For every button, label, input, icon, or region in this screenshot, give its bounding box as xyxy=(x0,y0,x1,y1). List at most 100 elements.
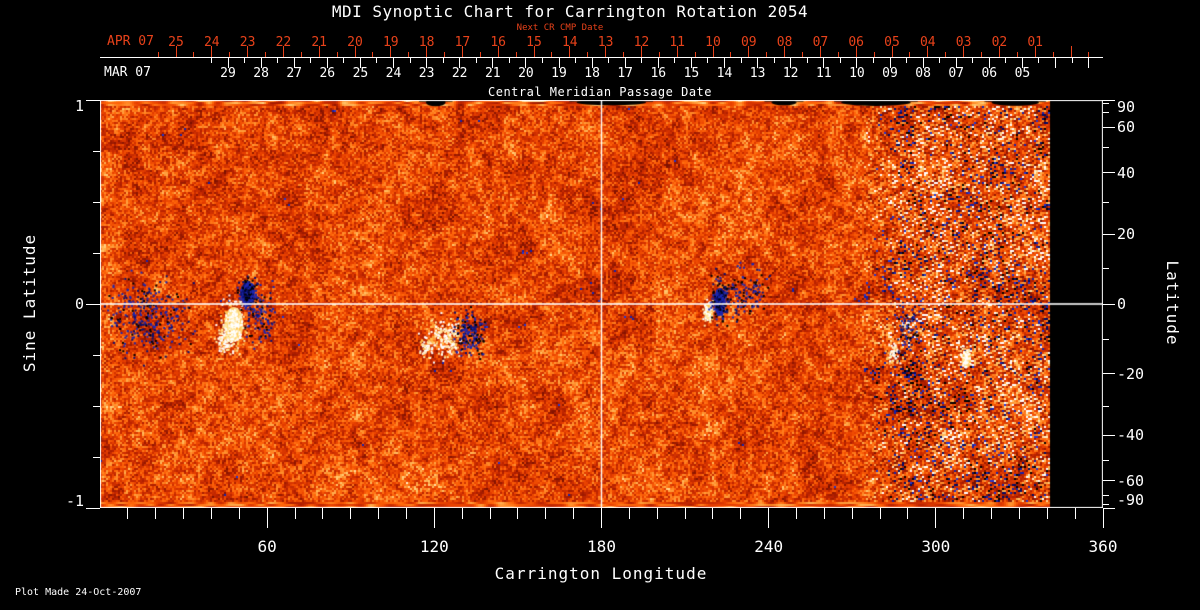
right-axis-minor-tick xyxy=(1103,111,1109,113)
cmp-date-minor-tick xyxy=(541,58,543,63)
cmp-date-tick xyxy=(591,58,593,68)
next-cr-date-tick xyxy=(390,46,392,57)
next-cr-date-tick xyxy=(605,46,607,57)
right-tick-label: -20 xyxy=(1117,364,1145,383)
next-cr-date-minor-tick xyxy=(157,52,159,57)
cmp-date-minor-tick xyxy=(740,58,742,63)
cmp-date-tick xyxy=(724,58,725,68)
x-minor-tick xyxy=(322,508,324,519)
x-minor-tick xyxy=(350,508,352,519)
cmp-date-label: 13 xyxy=(749,66,766,81)
next-cr-date-label: 15 xyxy=(526,35,542,50)
cmp-axis-caption: Central Meridian Passage Date xyxy=(487,85,713,99)
cmp-date-tick xyxy=(326,58,328,68)
right-axis-major-tick xyxy=(1103,233,1115,235)
next-cr-date-label: 23 xyxy=(239,35,256,50)
right-tick-label: -90 xyxy=(1117,491,1145,509)
x-minor-tick xyxy=(1046,508,1048,519)
x-major-tick xyxy=(935,508,937,528)
cmp-date-label: 14 xyxy=(716,66,733,81)
cmp-date-tick xyxy=(922,58,924,68)
cmp-date-minor-tick xyxy=(608,58,610,63)
x-minor-tick xyxy=(1074,508,1076,519)
next-cr-date-label: 13 xyxy=(597,35,614,50)
cmp-month-label: MAR 07 xyxy=(104,65,151,80)
right-axis-minor-tick xyxy=(1103,495,1109,497)
cmp-date-label: 05 xyxy=(1014,66,1031,81)
next-cr-date-tick xyxy=(855,46,857,57)
right-axis-minor-tick xyxy=(1103,405,1109,407)
x-minor-tick xyxy=(991,508,993,519)
next-cr-date-label: 01 xyxy=(1027,35,1044,50)
cmp-date-tick xyxy=(790,58,792,68)
x-tick-label: 300 xyxy=(921,537,951,556)
cmp-date-tick xyxy=(624,58,626,68)
cmp-date-label: 29 xyxy=(220,66,236,81)
cmp-date-minor-tick xyxy=(641,58,643,63)
left-axis-minor-tick xyxy=(93,354,100,356)
right-tick-label: 20 xyxy=(1117,225,1136,244)
next-cr-date-label: 09 xyxy=(740,35,757,50)
right-axis-title: Latitude xyxy=(1163,260,1183,346)
right-tick-label: -60 xyxy=(1117,471,1145,490)
cmp-date-tick xyxy=(1088,58,1090,68)
next-cr-date-minor-tick xyxy=(1052,52,1054,57)
cmp-date-tick xyxy=(889,58,891,68)
left-axis-minor-tick xyxy=(93,150,100,152)
right-axis-major-tick xyxy=(1103,434,1115,436)
right-axis-major-tick xyxy=(1103,172,1115,174)
next-cr-date-minor-tick xyxy=(515,52,517,57)
next-cr-date-label: 05 xyxy=(884,35,900,50)
cmp-date-minor-tick xyxy=(310,58,312,63)
next-cr-date-tick xyxy=(175,46,177,57)
next-cr-date-label: 18 xyxy=(418,35,435,50)
next-cr-date-label: 08 xyxy=(776,35,793,50)
cmp-date-tick xyxy=(856,58,858,68)
left-axis-minor-tick xyxy=(93,201,100,203)
next-cr-date-tick xyxy=(211,46,213,57)
x-minor-tick xyxy=(628,508,630,519)
next-cr-date-label: 03 xyxy=(955,35,972,50)
chart-title: MDI Synoptic Chart for Carrington Rotati… xyxy=(331,2,809,21)
right-axis-minor-tick xyxy=(1103,459,1109,461)
next-cr-date-tick xyxy=(354,46,356,57)
next-cr-date-minor-tick xyxy=(981,52,982,57)
x-minor-tick xyxy=(573,508,575,519)
next-cr-date-minor-tick xyxy=(229,52,231,57)
cmp-date-label: 17 xyxy=(617,66,634,81)
left-tick-label: 1 xyxy=(74,97,84,115)
cmp-date-minor-tick xyxy=(872,58,874,63)
cmp-date-label: 06 xyxy=(981,66,998,81)
next-cr-month-label: APR 07 xyxy=(107,34,154,49)
cmp-date-minor-tick xyxy=(575,58,577,63)
x-minor-tick xyxy=(294,508,296,519)
cmp-date-minor-tick xyxy=(1038,58,1040,63)
next-cr-date-label: 02 xyxy=(991,35,1008,50)
next-cr-date-minor-tick xyxy=(551,52,553,57)
cmp-date-minor-tick xyxy=(1005,58,1007,63)
next-cr-date-minor-tick xyxy=(873,52,875,57)
cmp-date-minor-tick xyxy=(1071,58,1073,63)
next-cr-date-minor-tick xyxy=(802,52,803,57)
cmp-date-minor-tick xyxy=(839,58,841,63)
next-cr-date-label: 10 xyxy=(705,35,721,50)
next-cr-date-tick xyxy=(569,46,571,57)
next-cr-date-minor-tick xyxy=(658,52,660,57)
cmp-date-label: 25 xyxy=(352,66,369,81)
left-axis-title: Sine Latitude xyxy=(19,233,39,373)
date-axis-line xyxy=(100,57,1103,58)
cmp-date-label: 27 xyxy=(286,66,303,81)
cmp-date-tick xyxy=(426,58,428,68)
x-minor-tick xyxy=(378,508,380,519)
next-cr-date-minor-tick xyxy=(837,52,839,57)
cmp-date-tick xyxy=(227,58,229,68)
x-tick-label: 180 xyxy=(587,537,616,556)
left-tick-label: -1 xyxy=(65,492,84,510)
next-cr-date-tick xyxy=(784,46,786,57)
next-cr-date-minor-tick xyxy=(945,52,947,57)
next-cr-date-tick xyxy=(927,46,929,57)
cmp-date-label: 20 xyxy=(518,66,534,81)
x-major-tick xyxy=(768,508,770,528)
cmp-date-minor-tick xyxy=(707,58,709,63)
cmp-date-minor-tick xyxy=(906,58,908,63)
